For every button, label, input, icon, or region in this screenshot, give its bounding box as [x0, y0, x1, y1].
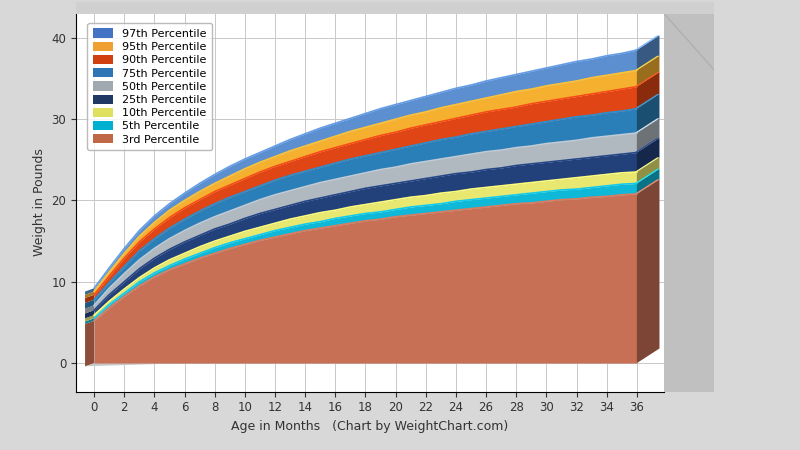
Polygon shape: [85, 321, 94, 366]
Polygon shape: [637, 138, 659, 172]
Polygon shape: [85, 300, 94, 309]
Polygon shape: [85, 306, 94, 314]
Polygon shape: [85, 310, 94, 318]
Polygon shape: [85, 288, 94, 295]
Polygon shape: [85, 292, 94, 298]
Polygon shape: [634, 118, 659, 133]
Polygon shape: [637, 118, 659, 153]
Polygon shape: [634, 94, 659, 108]
Polygon shape: [637, 36, 659, 70]
Polygon shape: [634, 169, 659, 184]
Polygon shape: [637, 180, 659, 363]
Polygon shape: [634, 138, 659, 153]
Legend: 97th Percentile, 95th Percentile, 90th Percentile, 75th Percentile, 50th Percent: 97th Percentile, 95th Percentile, 90th P…: [87, 23, 212, 150]
Polygon shape: [637, 158, 659, 184]
Polygon shape: [634, 158, 659, 172]
Polygon shape: [85, 295, 94, 303]
Polygon shape: [634, 72, 659, 87]
Polygon shape: [637, 169, 659, 194]
X-axis label: Age in Months   (Chart by WeightChart.com): Age in Months (Chart by WeightChart.com): [231, 420, 509, 433]
Polygon shape: [85, 318, 94, 324]
Polygon shape: [634, 56, 659, 70]
Polygon shape: [85, 315, 94, 322]
Y-axis label: Weight in Pounds: Weight in Pounds: [33, 148, 46, 256]
Polygon shape: [85, 348, 659, 366]
Polygon shape: [634, 180, 659, 194]
Polygon shape: [637, 56, 659, 87]
Polygon shape: [637, 94, 659, 133]
Polygon shape: [634, 36, 659, 50]
Polygon shape: [637, 72, 659, 108]
